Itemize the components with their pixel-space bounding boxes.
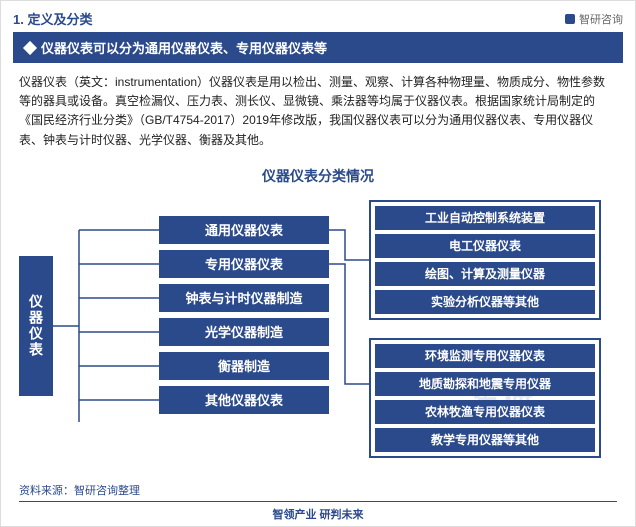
mid-node: 衡器制造 <box>159 352 329 380</box>
right-node: 绘图、计算及测量仪器 <box>375 262 595 286</box>
source-text: 资料来源：智研咨询整理 <box>19 482 140 498</box>
diamond-icon <box>23 40 37 54</box>
mid-node: 钟表与计时仪器制造 <box>159 284 329 312</box>
mid-column: 通用仪器仪表 专用仪器仪表 钟表与计时仪器制造 光学仪器制造 衡器制造 其他仪器… <box>159 216 329 414</box>
mid-node: 通用仪器仪表 <box>159 216 329 244</box>
right-node: 教学专用仪器等其他 <box>375 428 595 452</box>
right-node: 实验分析仪器等其他 <box>375 290 595 314</box>
brand-icon <box>565 14 575 24</box>
mid-node: 专用仪器仪表 <box>159 250 329 278</box>
chart-title: 仪器仪表分类情况 <box>1 166 635 186</box>
subtitle-bar: 仪器仪表可以分为通用仪器仪表、专用仪器仪表等 <box>13 32 623 63</box>
brand: 智研咨询 <box>565 11 623 27</box>
right-group-1: 工业自动控制系统装置 电工仪器仪表 绘图、计算及测量仪器 实验分析仪器等其他 <box>369 200 601 320</box>
page: 1. 定义及分类 智研咨询 仪器仪表可以分为通用仪器仪表、专用仪器仪表等 仪器仪… <box>0 0 636 527</box>
mid-node: 其他仪器仪表 <box>159 386 329 414</box>
right-column: 工业自动控制系统装置 电工仪器仪表 绘图、计算及测量仪器 实验分析仪器等其他 环… <box>369 200 601 458</box>
right-node: 工业自动控制系统装置 <box>375 206 595 230</box>
watermark: 智研 <box>473 376 537 416</box>
subtitle-text: 仪器仪表可以分为通用仪器仪表、专用仪器仪表等 <box>41 38 327 57</box>
header: 1. 定义及分类 智研咨询 <box>1 1 635 32</box>
mid-node: 光学仪器制造 <box>159 318 329 346</box>
root-node: 仪器仪表 <box>19 256 53 396</box>
right-node: 环境监测专用仪器仪表 <box>375 344 595 368</box>
brand-text: 智研咨询 <box>579 11 623 27</box>
right-node: 电工仪器仪表 <box>375 234 595 258</box>
footer-text: 智领产业 研判未来 <box>1 506 635 522</box>
body-paragraph: 仪器仪表（英文：instrumentation）仪器仪表是用以检出、测量、观察、… <box>1 63 635 160</box>
section-title: 1. 定义及分类 <box>13 9 92 28</box>
source-line <box>19 501 617 502</box>
diagram: 仪器仪表 通用仪器仪表 专用仪器仪表 钟表与计时仪器制造 光学仪器制造 衡器制造… <box>19 196 617 476</box>
